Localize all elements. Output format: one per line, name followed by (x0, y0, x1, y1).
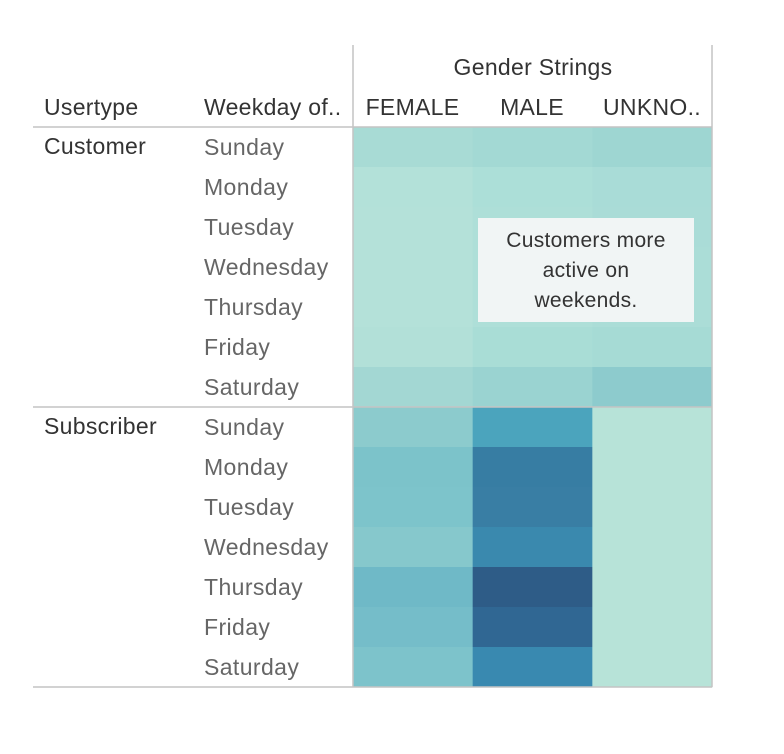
group-label-subscriber: Subscriber (44, 413, 157, 439)
day-label: Friday (204, 614, 271, 640)
heatmap-cell-subscriber-friday-col1 (472, 607, 593, 648)
annotation-line: Customers more (506, 229, 666, 252)
column-label-female: FEMALE (365, 94, 460, 120)
day-label: Tuesday (204, 494, 295, 520)
heatmap-cell-customer-tuesday-col0 (353, 207, 474, 248)
heatmap-cell-customer-saturday-col0 (353, 367, 474, 408)
heatmap-cell-subscriber-monday-col2 (592, 447, 713, 488)
heatmap-cell-subscriber-tuesday-col2 (592, 487, 713, 528)
heatmap-cell-customer-wednesday-col0 (353, 247, 474, 288)
day-label: Thursday (204, 574, 304, 600)
heatmap-cell-subscriber-thursday-col2 (592, 567, 713, 608)
heatmap-cell-customer-sunday-col1 (472, 127, 593, 168)
heatmap-cell-subscriber-friday-col0 (353, 607, 474, 648)
day-label: Monday (204, 454, 289, 480)
day-label: Thursday (204, 294, 304, 320)
day-label: Sunday (204, 134, 285, 160)
group-label-customer: Customer (44, 133, 147, 159)
annotation-line: weekends. (534, 289, 638, 312)
heatmap-cell-subscriber-monday-col1 (472, 447, 593, 488)
column-label-male: MALE (500, 94, 564, 120)
day-label: Friday (204, 334, 271, 360)
heatmap-cell-customer-friday-col2 (592, 327, 713, 368)
heatmap-cell-subscriber-thursday-col1 (472, 567, 593, 608)
heatmap-cell-subscriber-thursday-col0 (353, 567, 474, 608)
annotation-line: active on (542, 259, 630, 282)
heatmap-cell-subscriber-wednesday-col2 (592, 527, 713, 568)
heatmap-cell-subscriber-wednesday-col1 (472, 527, 593, 568)
heatmap-cell-customer-monday-col2 (592, 167, 713, 208)
row-header-usertype: Usertype (44, 94, 139, 120)
heatmap-cell-customer-monday-col1 (472, 167, 593, 208)
day-label: Wednesday (204, 534, 329, 560)
heatmap-cell-subscriber-monday-col0 (353, 447, 474, 488)
heatmap-cell-customer-saturday-col1 (472, 367, 593, 408)
row-header-weekday: Weekday of.. (204, 94, 342, 120)
heatmap-cell-customer-sunday-col2 (592, 127, 713, 168)
heatmap-cell-customer-sunday-col0 (353, 127, 474, 168)
heatmap-cell-subscriber-tuesday-col0 (353, 487, 474, 528)
heatmap-cell-customer-friday-col1 (472, 327, 593, 368)
heatmap-cell-subscriber-saturday-col2 (592, 647, 713, 688)
column-label-unknown: UNKNO.. (603, 94, 701, 120)
heatmap-cell-subscriber-tuesday-col1 (472, 487, 593, 528)
day-label: Saturday (204, 374, 300, 400)
heatmap-cell-customer-monday-col0 (353, 167, 474, 208)
heatmap-cell-subscriber-sunday-col1 (472, 407, 593, 448)
heatmap-cell-subscriber-friday-col2 (592, 607, 713, 648)
heatmap-cell-customer-saturday-col2 (592, 367, 713, 408)
heatmap-cell-customer-thursday-col0 (353, 287, 474, 328)
day-label: Sunday (204, 414, 285, 440)
day-label: Monday (204, 174, 289, 200)
heatmap-cell-subscriber-sunday-col0 (353, 407, 474, 448)
day-label: Tuesday (204, 214, 295, 240)
day-label: Saturday (204, 654, 300, 680)
heatmap-cell-subscriber-saturday-col1 (472, 647, 593, 688)
heatmap-cell-subscriber-wednesday-col0 (353, 527, 474, 568)
heatmap-cell-subscriber-sunday-col2 (592, 407, 713, 448)
heatmap-cell-customer-friday-col0 (353, 327, 474, 368)
heatmap-cell-subscriber-saturday-col0 (353, 647, 474, 688)
day-label: Wednesday (204, 254, 329, 280)
column-header-title: Gender Strings (453, 54, 613, 80)
annotation-box: Customers more active on weekends. (478, 218, 694, 322)
